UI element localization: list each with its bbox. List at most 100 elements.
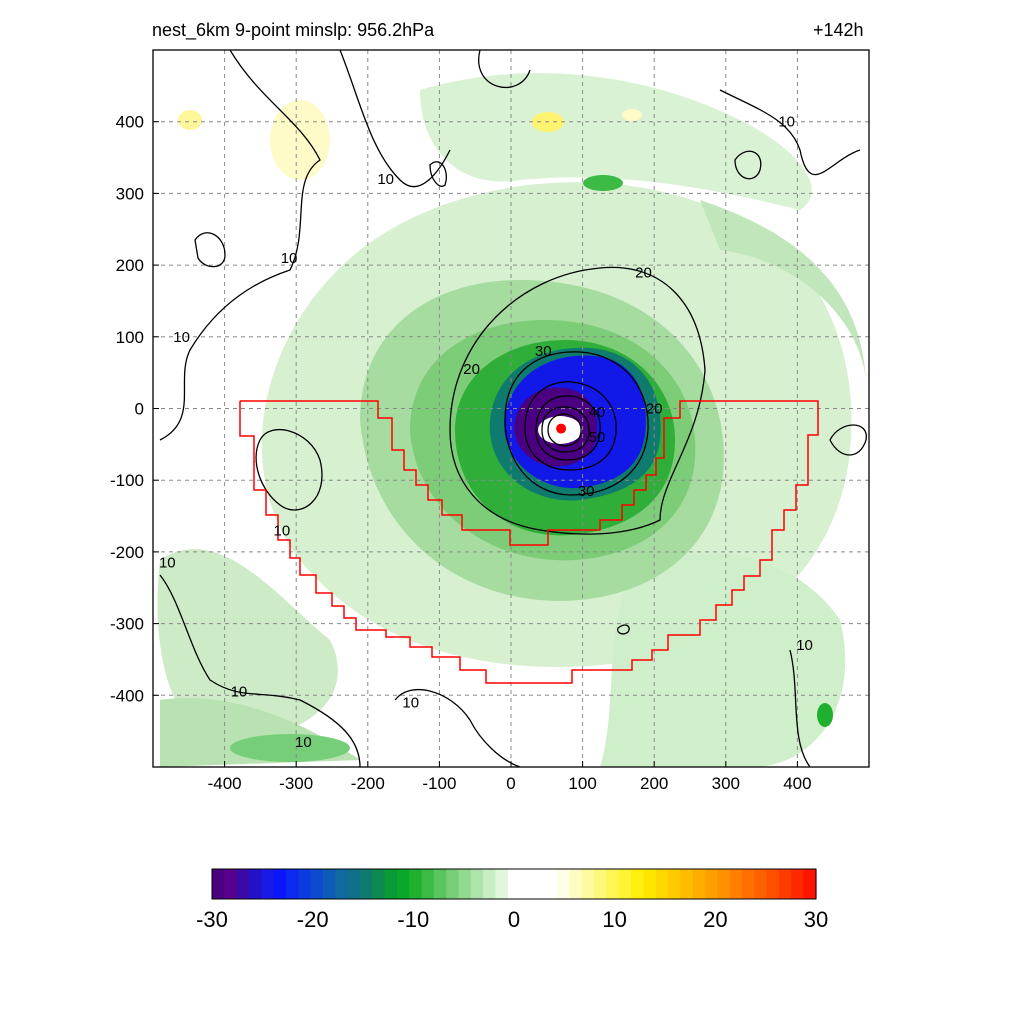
y-tick-label: -400 <box>110 686 144 705</box>
y-tick-label: -300 <box>110 615 144 634</box>
colorbar-swatch <box>717 869 731 899</box>
colorbar-swatch <box>224 869 238 899</box>
contour-label: 30 <box>578 483 595 500</box>
shade-outer-west <box>157 549 338 740</box>
x-tick-label: 300 <box>712 774 740 793</box>
colorbar-swatch <box>532 869 546 899</box>
y-tick-label: -200 <box>110 543 144 562</box>
colorbar-swatch <box>544 869 558 899</box>
colorbar-swatch <box>396 869 410 899</box>
contour-20-outer <box>449 266 706 535</box>
x-tick-label: -200 <box>351 774 385 793</box>
colorbar-swatch <box>680 869 694 899</box>
colorbar-swatch <box>618 869 632 899</box>
contour-label: 20 <box>646 401 663 418</box>
colorbar-swatch <box>322 869 336 899</box>
contour-10-north <box>478 50 531 89</box>
colorbar-swatch <box>705 869 718 899</box>
colorbar-swatch <box>520 869 534 899</box>
contour-label: 20 <box>463 361 480 378</box>
x-tick-label: 200 <box>640 774 668 793</box>
colorbar-swatch <box>335 869 349 899</box>
contour-labels: 10 10 10 10 10 10 10 10 10 10 20 20 20 30 30 40 50 <box>159 114 813 751</box>
colorbar-swatch <box>310 869 324 899</box>
chart-title: nest_6km 9-point minslp: 956.2hPa <box>152 20 435 40</box>
contour-10-s-loop <box>617 624 630 635</box>
contour-inner-1 <box>541 406 590 453</box>
colorbar-swatch <box>372 869 386 899</box>
colorbar: -30 -20 -10 0 10 20 30 <box>196 868 828 932</box>
colorbar-swatch <box>458 869 472 899</box>
colorbar-swatch <box>470 869 484 899</box>
x-axis: -400 -300 -200 -100 0 100 200 300 400 <box>208 761 812 793</box>
colorbar-swatch <box>409 869 423 899</box>
x-tick-label: 0 <box>506 774 515 793</box>
colorbar-tick-label: -10 <box>397 907 429 932</box>
shade-green-spot-1 <box>583 175 623 191</box>
colorbar-swatch <box>766 869 780 899</box>
contour-30 <box>504 351 649 496</box>
x-tick-label: -400 <box>208 774 242 793</box>
shade-green-spot-3 <box>230 734 350 762</box>
shade-north <box>420 73 812 210</box>
contour-label: 10 <box>281 250 298 267</box>
colorbar-swatch <box>606 869 620 899</box>
contour-label: 30 <box>535 343 552 360</box>
colorbar-tick-label: 20 <box>703 907 727 932</box>
shade-yellow-1 <box>178 110 202 130</box>
forecast-hour-label: +142h <box>813 20 864 40</box>
shaded-field <box>157 73 866 767</box>
contour-50 <box>535 395 601 461</box>
shade-north-east <box>700 200 866 380</box>
colorbar-swatch <box>285 869 299 899</box>
contour-label: 50 <box>589 429 606 446</box>
colorbar-frame <box>211 868 817 900</box>
contour-10-south <box>394 688 521 767</box>
shade-green-spot-2 <box>817 703 833 727</box>
contour-10-sw <box>159 574 361 767</box>
colorbar-swatch <box>803 869 817 899</box>
contour-10-ne-loop-2 <box>734 150 762 180</box>
colorbar-tick-label: 0 <box>508 907 520 932</box>
contour-label: 10 <box>402 694 419 711</box>
contour-lines <box>159 50 867 767</box>
contour-10-north-loop <box>429 161 447 187</box>
colorbar-swatch <box>248 869 262 899</box>
colorbar-swatch <box>557 869 571 899</box>
colorbar-tick-label: -30 <box>196 907 228 932</box>
shade-south-east <box>600 552 846 767</box>
contour-10-ne <box>719 89 861 176</box>
x-tick-label: -300 <box>279 774 313 793</box>
y-tick-label: -100 <box>110 471 144 490</box>
y-tick-label: 100 <box>116 328 144 347</box>
contour-label: 20 <box>635 264 652 281</box>
colorbar-swatch <box>298 869 312 899</box>
colorbar-tick-label: 30 <box>804 907 828 932</box>
nest-domain-outline <box>239 400 819 684</box>
contour-label: 10 <box>377 171 394 188</box>
colorbar-swatch <box>421 869 435 899</box>
colorbar-swatch <box>729 869 743 899</box>
colorbar-swatch <box>236 869 250 899</box>
contour-label: 10 <box>231 684 248 701</box>
contour-label: 10 <box>274 522 291 539</box>
y-tick-label: 0 <box>135 400 144 419</box>
colorbar-swatch <box>594 869 608 899</box>
colorbar-swatch <box>631 869 645 899</box>
contour-label: 10 <box>173 329 190 346</box>
colorbar-swatch <box>742 869 755 899</box>
colorbar-tick-label: -20 <box>297 907 329 932</box>
x-tick-label: -100 <box>422 774 456 793</box>
colorbar-swatch <box>507 869 521 899</box>
contour-10-nw <box>339 50 451 188</box>
colorbar-swatch <box>754 869 768 899</box>
colorbar-swatch <box>261 869 275 899</box>
colorbar-swatch <box>384 869 398 899</box>
shade-yellow-4 <box>622 109 642 121</box>
colorbar-swatch <box>668 869 682 899</box>
y-tick-label: 300 <box>116 184 144 203</box>
colorbar-swatch <box>791 869 805 899</box>
contour-10-ne-loop <box>829 424 867 456</box>
